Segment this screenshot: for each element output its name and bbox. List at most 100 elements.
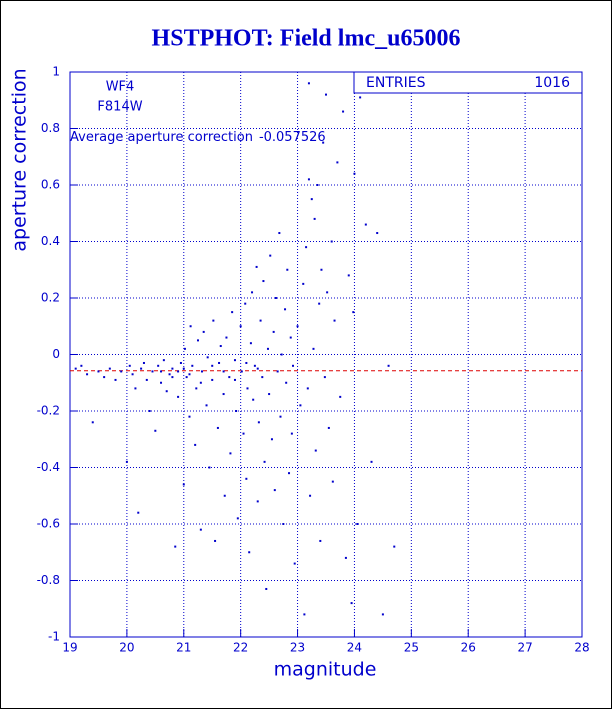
- point: [350, 602, 353, 605]
- point: [327, 426, 330, 429]
- point: [307, 82, 310, 85]
- point: [177, 370, 180, 373]
- point: [285, 381, 288, 384]
- point: [286, 268, 289, 271]
- point: [208, 466, 211, 469]
- point: [114, 378, 117, 381]
- point: [309, 494, 312, 497]
- point: [125, 460, 128, 463]
- point: [171, 376, 174, 379]
- point: [276, 370, 279, 373]
- point: [323, 376, 326, 379]
- point: [296, 325, 299, 328]
- point: [211, 378, 214, 381]
- point: [242, 432, 245, 435]
- point: [228, 376, 231, 379]
- point: [303, 613, 306, 616]
- chart-title: HSTPHOT: Field lmc_u65006: [152, 26, 461, 52]
- point: [171, 367, 174, 370]
- point: [74, 367, 77, 370]
- y-tick-label: 0.8: [41, 121, 60, 135]
- point: [231, 311, 234, 314]
- point: [336, 161, 339, 164]
- point: [160, 370, 163, 373]
- y-tick-label: -1: [48, 630, 60, 644]
- point: [330, 240, 333, 243]
- point: [279, 415, 282, 418]
- point: [194, 443, 197, 446]
- point: [205, 404, 208, 407]
- x-tick-label: 23: [290, 641, 305, 655]
- point: [269, 254, 272, 257]
- point: [270, 438, 273, 441]
- x-tick-label: 28: [574, 641, 589, 655]
- point: [352, 311, 355, 314]
- point: [261, 376, 264, 379]
- point: [179, 361, 182, 364]
- point: [229, 452, 232, 455]
- point: [120, 370, 123, 373]
- point: [263, 460, 266, 463]
- y-axis-label: aperture correction: [9, 68, 31, 251]
- point: [212, 319, 215, 322]
- point: [292, 364, 295, 367]
- point: [197, 339, 199, 342]
- point: [246, 387, 249, 390]
- point: [154, 429, 157, 432]
- point: [80, 364, 83, 367]
- point: [191, 364, 194, 367]
- point: [148, 410, 151, 412]
- point: [307, 178, 310, 181]
- y-tick-label: 0: [52, 347, 60, 361]
- stats-box: [353, 71, 583, 94]
- point: [393, 545, 396, 548]
- point: [381, 613, 384, 616]
- point: [160, 381, 163, 384]
- point: [284, 308, 287, 311]
- point: [222, 393, 225, 396]
- point: [108, 367, 111, 370]
- x-tick-label: 20: [119, 641, 134, 655]
- point: [157, 364, 160, 367]
- point: [314, 449, 317, 452]
- point: [318, 302, 321, 305]
- point: [183, 347, 186, 350]
- y-tick-label: -0.4: [37, 460, 60, 474]
- point: [86, 373, 89, 376]
- annotation: Average aperture correction -0.057526: [70, 130, 326, 145]
- point: [319, 539, 322, 542]
- x-tick-label: 24: [347, 641, 362, 655]
- point: [356, 523, 359, 525]
- y-tick-label: 1: [52, 65, 60, 79]
- point: [342, 110, 345, 113]
- x-axis-label: magnitude: [274, 659, 377, 681]
- point: [245, 361, 248, 364]
- point: [302, 282, 305, 285]
- x-tick-label: 26: [461, 641, 476, 655]
- point: [174, 545, 177, 548]
- point: [326, 291, 329, 294]
- point: [142, 361, 145, 364]
- point: [256, 500, 259, 503]
- point: [222, 370, 225, 373]
- point: [282, 523, 285, 525]
- y-tick-label: 0.4: [41, 234, 60, 248]
- point: [165, 390, 168, 393]
- annotation-label: Average aperture correction: [70, 130, 253, 145]
- point: [278, 232, 281, 235]
- plot-frame: [69, 71, 583, 638]
- point: [219, 345, 222, 348]
- label: WF4: [106, 80, 135, 95]
- point: [235, 410, 238, 412]
- point: [288, 472, 291, 475]
- y-tick-label: -0.2: [37, 404, 60, 418]
- point: [131, 373, 134, 376]
- point: [216, 426, 219, 429]
- point: [268, 393, 271, 396]
- point: [233, 378, 236, 381]
- point: [293, 562, 296, 565]
- point: [325, 93, 327, 96]
- point: [274, 297, 277, 299]
